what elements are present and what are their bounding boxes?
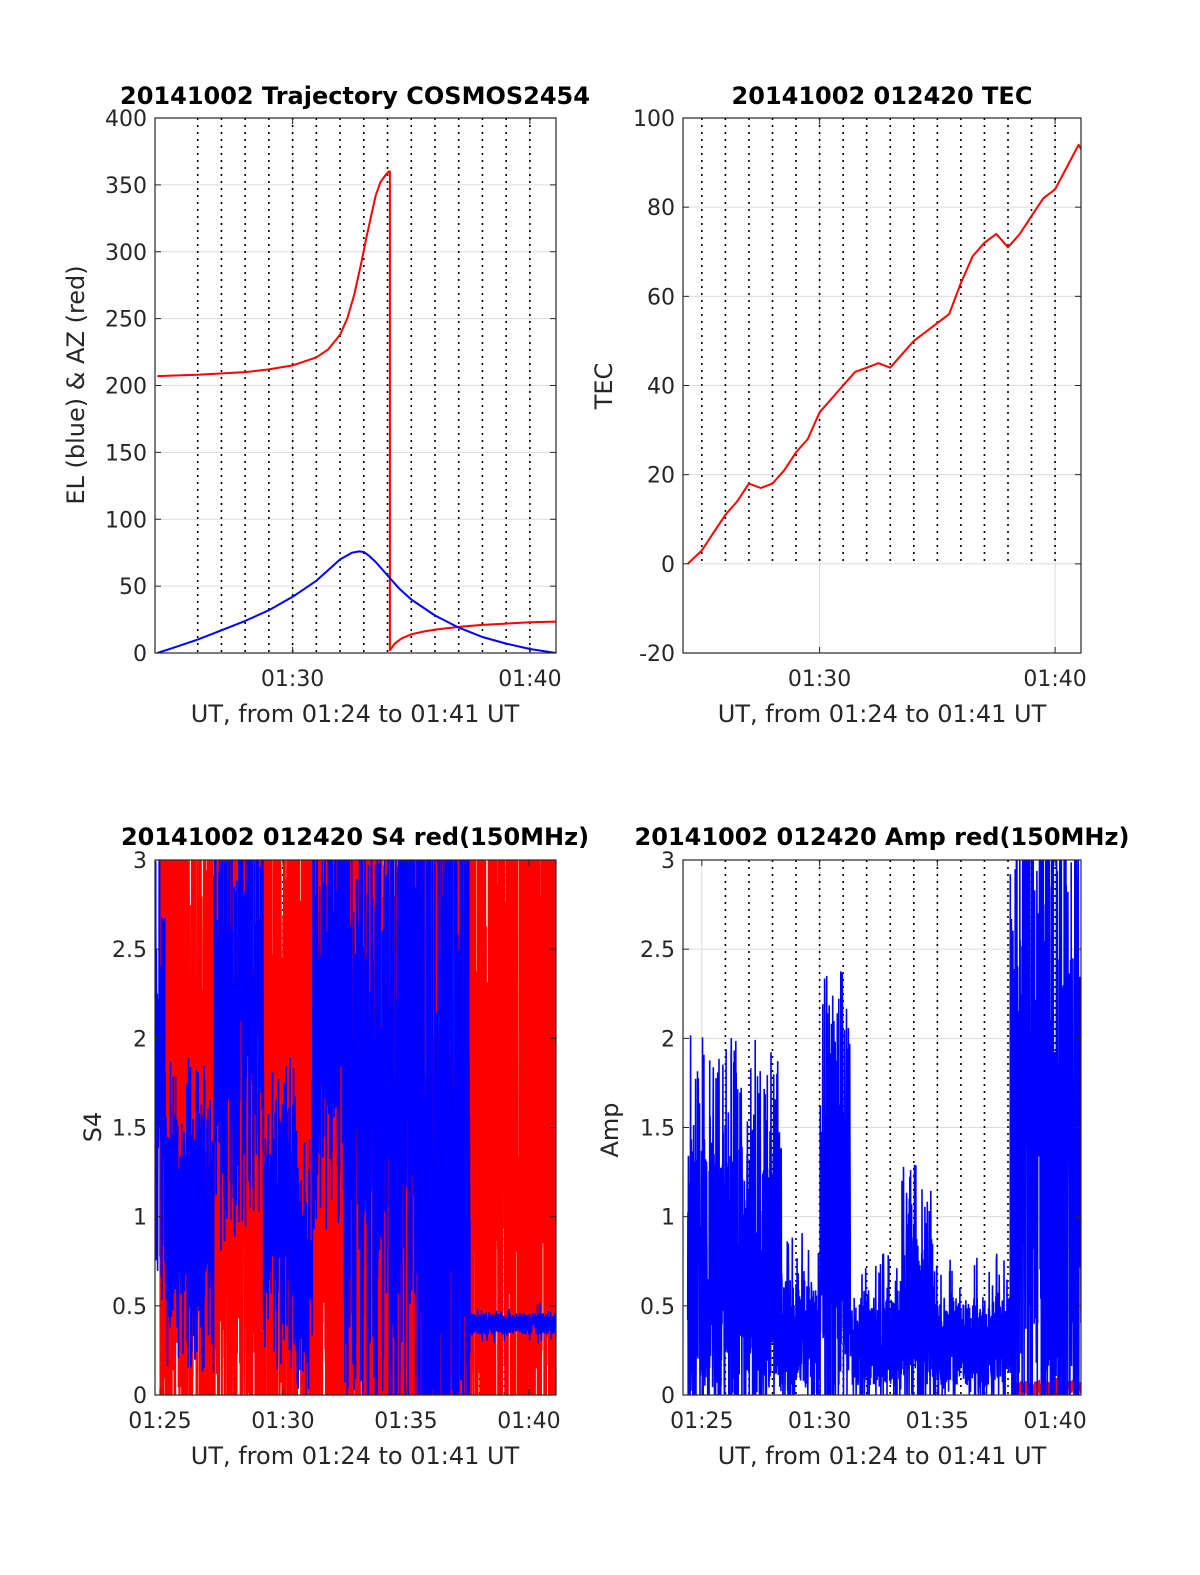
x-tick-label: 01:40 bbox=[1023, 1409, 1086, 1434]
x-tick-label: 01:25 bbox=[670, 1409, 733, 1434]
x-tick-label: 01:35 bbox=[374, 1409, 437, 1434]
series-line-tec bbox=[687, 143, 1081, 565]
x-tick-label: 01:30 bbox=[788, 1409, 851, 1434]
y-tick-label: 50 bbox=[119, 575, 147, 600]
y-tick-label: 0 bbox=[661, 1384, 675, 1409]
y-tick-label: 60 bbox=[647, 285, 675, 310]
y-tick-label: 3 bbox=[661, 849, 675, 874]
series-line-el bbox=[157, 550, 556, 653]
series-line-amp-blue bbox=[686, 860, 1081, 1395]
panel-trajectory-title: 20141002 Trajectory COSMOS2454 bbox=[120, 82, 590, 110]
x-tick-label: 01:30 bbox=[788, 667, 851, 692]
y-tick-label: 2.5 bbox=[112, 938, 147, 963]
panel-s4: 0 0.5 1 1.5 2 2.5 3 01:25 01:30 01:35 01:40 2014100… bbox=[79, 823, 589, 1470]
y-tick-label: -20 bbox=[639, 642, 675, 667]
y-tick-label: 250 bbox=[105, 308, 147, 333]
y-tick-label: 1.5 bbox=[640, 1117, 675, 1142]
x-tick-label: 01:40 bbox=[497, 1409, 560, 1434]
y-tick-label: 1.5 bbox=[112, 1117, 147, 1142]
panel-s4-title: 20141002 012420 S4 red(150MHz) bbox=[121, 823, 589, 851]
y-tick-label: 0 bbox=[661, 553, 675, 578]
y-tick-label: 1 bbox=[661, 1206, 675, 1231]
series-group bbox=[155, 860, 556, 1395]
series-line-s4-blue bbox=[155, 860, 556, 1395]
panel-tec-ylabel: TEC bbox=[590, 363, 618, 411]
x-tick-label: 01:30 bbox=[251, 1409, 314, 1434]
panel-trajectory-ylabel: EL (blue) & AZ (red) bbox=[62, 265, 90, 504]
y-tick-label: 0.5 bbox=[112, 1295, 147, 1320]
panel-trajectory: 0 50 100 150 200 250 300 350 400 01:30 01:40 201410… bbox=[62, 82, 590, 728]
y-tick-label: 100 bbox=[105, 508, 147, 533]
y-tick-label: 80 bbox=[647, 196, 675, 221]
x-tick-label: 01:40 bbox=[1023, 667, 1086, 692]
y-tick-label: 400 bbox=[105, 107, 147, 132]
y-tick-label: 2.5 bbox=[640, 938, 675, 963]
panel-tec: -20 0 20 40 60 80 100 01:30 01:40 20141002 012420… bbox=[590, 82, 1087, 728]
series-group bbox=[157, 170, 556, 653]
series-line-az bbox=[157, 170, 556, 652]
panel-amp-title: 20141002 012420 Amp red(150MHz) bbox=[635, 823, 1130, 851]
x-tick-label: 01:35 bbox=[906, 1409, 969, 1434]
y-tick-label: 0.5 bbox=[640, 1295, 675, 1320]
series-group bbox=[686, 860, 1081, 1395]
x-tick-label: 01:30 bbox=[261, 667, 324, 692]
panel-s4-ylabel: S4 bbox=[79, 1112, 107, 1143]
y-tick-label: 2 bbox=[661, 1027, 675, 1052]
y-tick-label: 150 bbox=[105, 441, 147, 466]
y-tick-label: 3 bbox=[133, 849, 147, 874]
y-tick-label: 20 bbox=[647, 464, 675, 489]
x-tick-label: 01:40 bbox=[498, 667, 561, 692]
x-tick-label: 01:25 bbox=[128, 1409, 191, 1434]
y-tick-label: 0 bbox=[133, 1384, 147, 1409]
series-group bbox=[687, 143, 1081, 565]
panel-amp-ylabel: Amp bbox=[596, 1102, 624, 1157]
y-tick-label: 200 bbox=[105, 375, 147, 400]
panel-trajectory-xlabel: UT, from 01:24 to 01:41 UT bbox=[191, 700, 520, 728]
panel-amp-xlabel: UT, from 01:24 to 01:41 UT bbox=[718, 1442, 1047, 1470]
panel-s4-xlabel: UT, from 01:24 to 01:41 UT bbox=[191, 1442, 520, 1470]
panel-tec-xlabel: UT, from 01:24 to 01:41 UT bbox=[718, 700, 1047, 728]
y-tick-label: 350 bbox=[105, 174, 147, 199]
y-tick-label: 0 bbox=[133, 642, 147, 667]
y-tick-label: 2 bbox=[133, 1027, 147, 1052]
panel-amp: 0 0.5 1 1.5 2 2.5 3 01:25 01:30 01:35 01:40 2014100… bbox=[596, 823, 1129, 1470]
y-tick-label: 40 bbox=[647, 375, 675, 400]
y-tick-label: 1 bbox=[133, 1206, 147, 1231]
y-tick-label: 100 bbox=[633, 107, 675, 132]
y-tick-label: 300 bbox=[105, 241, 147, 266]
panel-tec-title: 20141002 012420 TEC bbox=[732, 82, 1033, 110]
